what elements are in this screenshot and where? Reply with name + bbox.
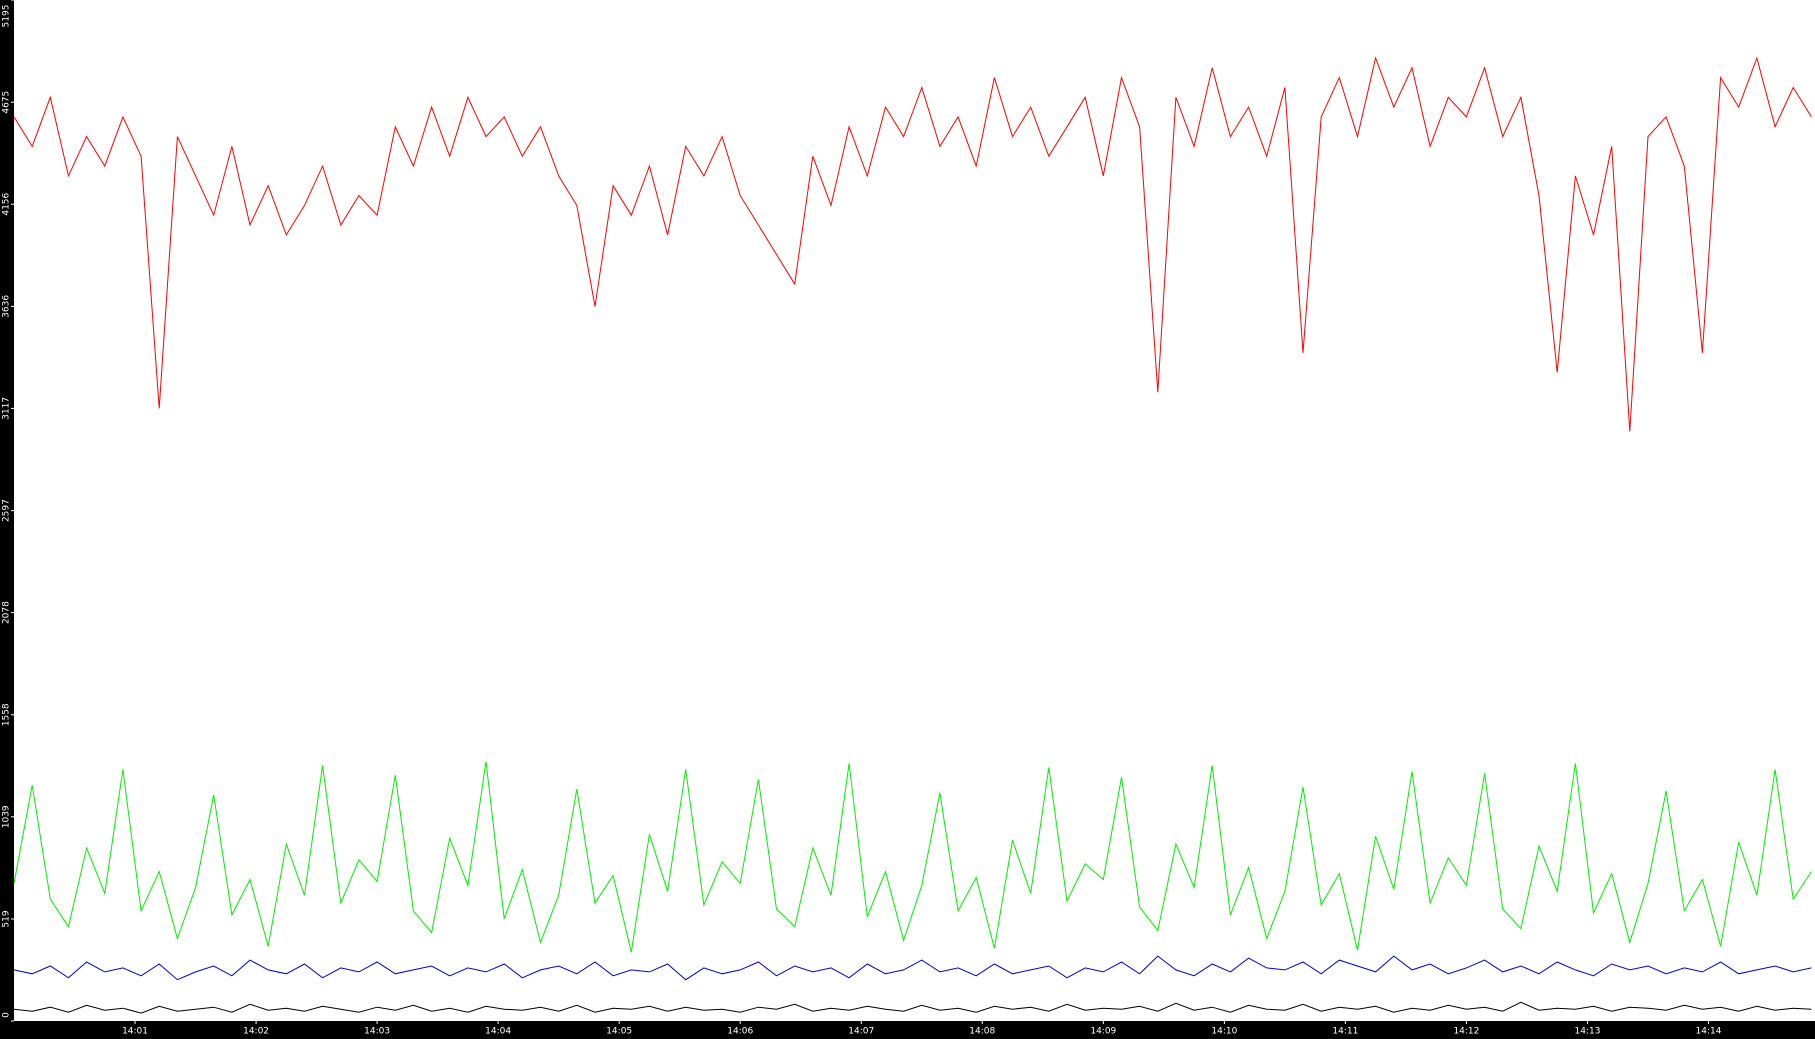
y-tick-label: 4156 [2, 192, 12, 215]
series-line [13, 56, 1812, 432]
y-tick-label: 5195 [2, 5, 12, 28]
x-tick-label: 14:12 [1453, 1027, 1479, 1037]
series-line [13, 761, 1812, 953]
x-tick-label: 14:14 [1696, 1027, 1722, 1037]
y-axis-strip [0, 0, 14, 1039]
x-tick-label: 14:02 [243, 1027, 269, 1037]
y-tick-label: 4675 [2, 91, 12, 114]
series-line [13, 1001, 1812, 1014]
series-line [13, 955, 1812, 981]
x-tick-label: 14:01 [122, 1027, 148, 1037]
x-tick-label: 14:08 [969, 1027, 995, 1037]
y-tick-label: 0 [2, 1012, 12, 1018]
x-tick-label: 14:13 [1574, 1027, 1600, 1037]
y-tick-label: 2597 [2, 499, 12, 522]
x-axis-strip [0, 1021, 1815, 1039]
x-tick-label: 14:09 [1090, 1027, 1116, 1037]
x-tick-label: 14:07 [848, 1027, 874, 1037]
x-tick-label: 14:05 [606, 1027, 632, 1037]
y-tick-label: 2078 [2, 601, 12, 624]
x-tick-label: 14:04 [485, 1027, 511, 1037]
x-tick-label: 14:10 [1211, 1027, 1237, 1037]
x-tick-label: 14:03 [364, 1027, 390, 1037]
y-tick-label: 519 [2, 910, 12, 927]
y-tick-label: 1039 [2, 805, 12, 828]
y-tick-label: 1558 [2, 703, 12, 726]
x-tick-label: 14:11 [1332, 1027, 1358, 1037]
y-tick-label: 3117 [2, 397, 12, 420]
y-tick-label: 3636 [2, 295, 12, 318]
x-tick-label: 14:06 [727, 1027, 753, 1037]
